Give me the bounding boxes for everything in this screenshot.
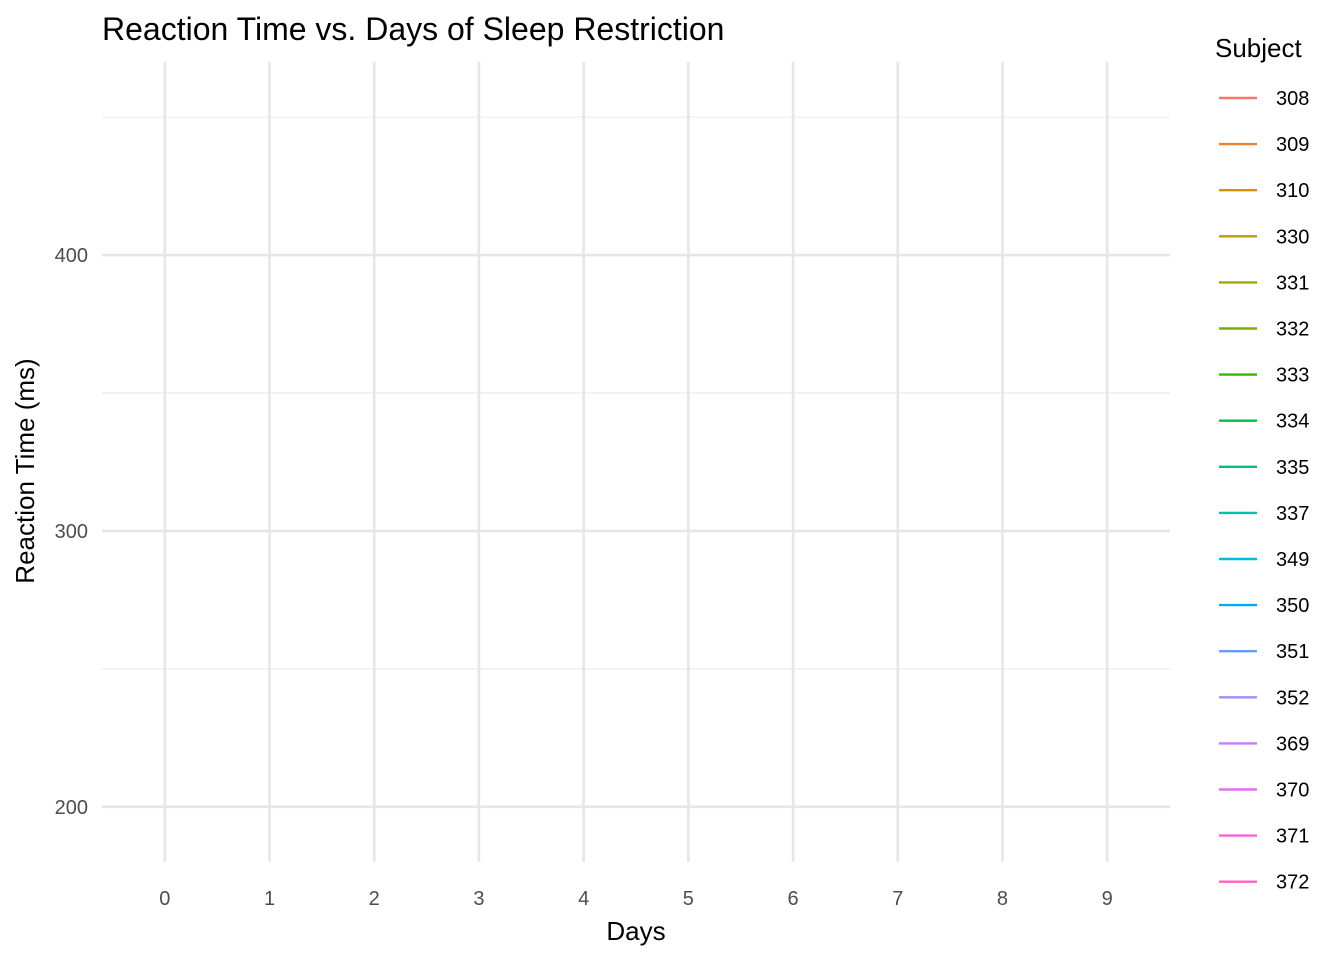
legend-item: 351 <box>1219 641 1309 663</box>
legend-label: 370 <box>1276 780 1309 802</box>
legend-label: 308 <box>1276 88 1309 110</box>
x-tick-label: 1 <box>264 888 275 910</box>
y-tick-label: 300 <box>55 521 88 543</box>
legend-item: 350 <box>1219 595 1309 617</box>
legend-label: 350 <box>1276 595 1309 617</box>
legend-item: 330 <box>1219 226 1309 248</box>
legend-item: 349 <box>1219 549 1309 571</box>
legend-label: 333 <box>1276 365 1309 387</box>
x-tick-label: 3 <box>473 888 484 910</box>
legend-item: 369 <box>1219 733 1309 755</box>
legend: Subject 308 309 310 330 331 332 333 334 335 337 34… <box>1215 33 1309 894</box>
legend-label: 332 <box>1276 319 1309 341</box>
legend-item: 371 <box>1219 826 1309 848</box>
y-tick-labels: 200 300 400 <box>55 245 88 819</box>
legend-label: 337 <box>1276 503 1309 525</box>
x-tick-label: 5 <box>683 888 694 910</box>
legend-label: 309 <box>1276 134 1309 156</box>
y-tick-label: 200 <box>55 797 88 819</box>
legend-label: 351 <box>1276 641 1309 663</box>
legend-item: 333 <box>1219 365 1309 387</box>
legend-label: 331 <box>1276 272 1309 294</box>
legend-item: 352 <box>1219 687 1309 709</box>
legend-item: 334 <box>1219 411 1309 433</box>
x-tick-label: 8 <box>997 888 1008 910</box>
x-tick-label: 4 <box>578 888 589 910</box>
y-axis-title: Reaction Time (ms) <box>10 358 40 583</box>
legend-title: Subject <box>1215 33 1302 63</box>
legend-label: 335 <box>1276 457 1309 479</box>
legend-label: 334 <box>1276 411 1309 433</box>
legend-item: 308 <box>1219 88 1309 110</box>
legend-label: 330 <box>1276 226 1309 248</box>
legend-item: 335 <box>1219 457 1309 479</box>
legend-label: 369 <box>1276 733 1309 755</box>
x-axis-title: Days <box>606 916 665 946</box>
legend-label: 352 <box>1276 687 1309 709</box>
x-tick-label: 2 <box>369 888 380 910</box>
legend-item: 310 <box>1219 180 1309 202</box>
legend-item: 372 <box>1219 872 1309 894</box>
legend-label: 310 <box>1276 180 1309 202</box>
x-tick-labels: 0 1 2 3 4 5 6 7 8 9 <box>159 888 1112 910</box>
x-tick-label: 9 <box>1102 888 1113 910</box>
legend-item: 309 <box>1219 134 1309 156</box>
legend-item: 332 <box>1219 319 1309 341</box>
legend-label: 372 <box>1276 872 1309 894</box>
legend-item: 370 <box>1219 780 1309 802</box>
x-tick-label: 6 <box>787 888 798 910</box>
y-tick-label: 400 <box>55 245 88 267</box>
legend-label: 349 <box>1276 549 1309 571</box>
legend-label: 371 <box>1276 826 1309 848</box>
legend-item: 337 <box>1219 503 1309 525</box>
grid <box>102 62 1170 862</box>
x-tick-label: 7 <box>892 888 903 910</box>
chart-title: Reaction Time vs. Days of Sleep Restrict… <box>102 11 724 47</box>
legend-item: 331 <box>1219 272 1309 294</box>
x-tick-label: 0 <box>159 888 170 910</box>
